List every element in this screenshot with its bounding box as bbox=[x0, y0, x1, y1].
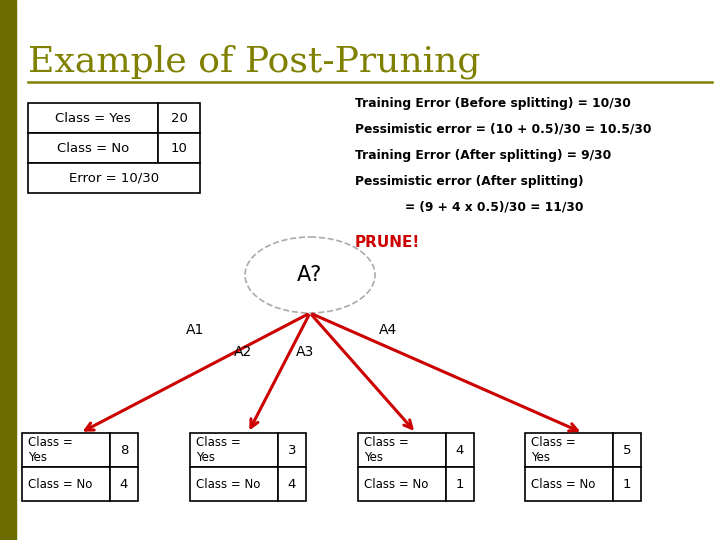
Bar bbox=[22, 467, 110, 501]
Bar bbox=[28, 133, 158, 163]
Text: A3: A3 bbox=[296, 345, 314, 359]
Bar bbox=[190, 467, 278, 501]
Text: Pessimistic error (After splitting): Pessimistic error (After splitting) bbox=[355, 175, 583, 188]
Bar bbox=[22, 433, 110, 467]
Text: 4: 4 bbox=[120, 477, 128, 490]
Bar bbox=[525, 433, 613, 467]
Text: Class = No: Class = No bbox=[196, 477, 261, 490]
Bar bbox=[158, 133, 200, 163]
Bar bbox=[278, 467, 306, 501]
Text: Training Error (Before splitting) = 10/30: Training Error (Before splitting) = 10/3… bbox=[355, 97, 631, 110]
Text: PRUNE!: PRUNE! bbox=[355, 235, 420, 250]
Text: A?: A? bbox=[297, 265, 323, 285]
Text: Class = No: Class = No bbox=[28, 477, 92, 490]
Bar bbox=[613, 433, 641, 467]
Bar bbox=[278, 433, 306, 467]
Bar bbox=[158, 103, 200, 133]
Text: A1: A1 bbox=[186, 323, 204, 337]
Bar bbox=[358, 433, 446, 467]
Bar bbox=[446, 433, 474, 467]
Text: Class = No: Class = No bbox=[531, 477, 595, 490]
Text: Class = No: Class = No bbox=[57, 141, 129, 154]
Text: = (9 + 4 x 0.5)/30 = 11/30: = (9 + 4 x 0.5)/30 = 11/30 bbox=[405, 201, 583, 214]
Text: 10: 10 bbox=[171, 141, 187, 154]
Text: A2: A2 bbox=[234, 345, 252, 359]
Bar bbox=[0, 0, 16, 540]
Text: Training Error (After splitting) = 9/30: Training Error (After splitting) = 9/30 bbox=[355, 149, 611, 162]
Bar bbox=[358, 467, 446, 501]
Text: 20: 20 bbox=[171, 111, 187, 125]
Bar bbox=[613, 467, 641, 501]
Bar bbox=[110, 433, 138, 467]
Text: 3: 3 bbox=[288, 443, 296, 456]
Text: 1: 1 bbox=[456, 477, 464, 490]
Bar bbox=[110, 467, 138, 501]
Text: 8: 8 bbox=[120, 443, 128, 456]
Text: Class =
Yes: Class = Yes bbox=[531, 436, 576, 464]
Text: Example of Post-Pruning: Example of Post-Pruning bbox=[28, 45, 480, 79]
Text: Class =
Yes: Class = Yes bbox=[364, 436, 409, 464]
Text: Class =
Yes: Class = Yes bbox=[196, 436, 240, 464]
Ellipse shape bbox=[245, 237, 375, 313]
Text: Class = Yes: Class = Yes bbox=[55, 111, 131, 125]
Text: 4: 4 bbox=[456, 443, 464, 456]
Bar bbox=[28, 163, 200, 193]
Bar bbox=[190, 433, 278, 467]
Text: Class =
Yes: Class = Yes bbox=[28, 436, 73, 464]
Text: Class = No: Class = No bbox=[364, 477, 428, 490]
Text: 1: 1 bbox=[623, 477, 631, 490]
Text: 5: 5 bbox=[623, 443, 631, 456]
Bar bbox=[28, 103, 158, 133]
Bar bbox=[525, 467, 613, 501]
Text: A4: A4 bbox=[379, 323, 397, 337]
Text: 4: 4 bbox=[288, 477, 296, 490]
Bar bbox=[446, 467, 474, 501]
Text: Pessimistic error = (10 + 0.5)/30 = 10.5/30: Pessimistic error = (10 + 0.5)/30 = 10.5… bbox=[355, 123, 652, 136]
Text: Error = 10/30: Error = 10/30 bbox=[69, 172, 159, 185]
